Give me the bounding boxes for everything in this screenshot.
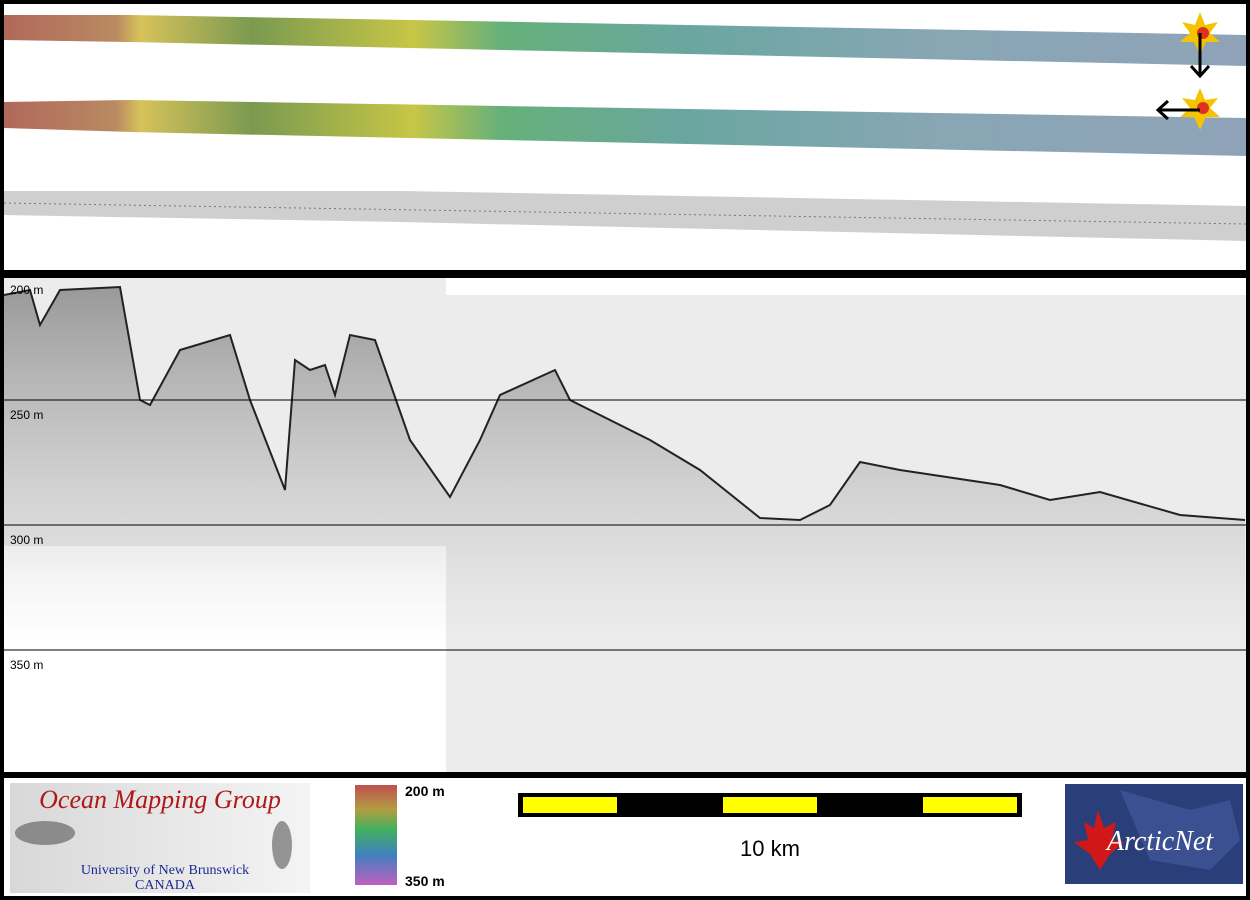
scale-bar-segment — [723, 797, 817, 813]
color-scale — [355, 785, 397, 885]
depth-label: 350 m — [10, 658, 43, 672]
depth-label: 250 m — [10, 408, 43, 422]
sun-icon — [1155, 88, 1220, 130]
logo-title: Ocean Mapping Group — [39, 785, 281, 814]
depth-label: 200 m — [10, 283, 43, 297]
logo-subtitle: University of New Brunswick — [81, 863, 249, 878]
color-scale-top: 200 m — [405, 783, 445, 799]
echo-area — [4, 287, 1245, 640]
logo-country: CANADA — [135, 878, 196, 893]
bathymetry-strip — [4, 15, 1246, 66]
logo-graphic — [272, 821, 292, 869]
backscatter-texture — [3, 202, 1247, 225]
depth-label: 300 m — [10, 533, 43, 547]
scale-bar-label: 10 km — [740, 836, 800, 861]
backscatter-strip — [4, 191, 1246, 241]
scale-bar-segment — [523, 797, 617, 813]
blank-area — [446, 278, 1246, 295]
maple-leaf — [1074, 810, 1124, 870]
logo-map — [1120, 790, 1240, 870]
bathymetry-strip — [4, 100, 1246, 156]
logo-label: ArcticNet — [1105, 826, 1214, 857]
color-scale-bottom: 350 m — [405, 873, 445, 889]
sun-icon — [1180, 12, 1220, 79]
scale-bar-segment — [923, 797, 1017, 813]
logo-graphic — [15, 821, 75, 845]
seabed-profile — [3, 285, 1246, 522]
